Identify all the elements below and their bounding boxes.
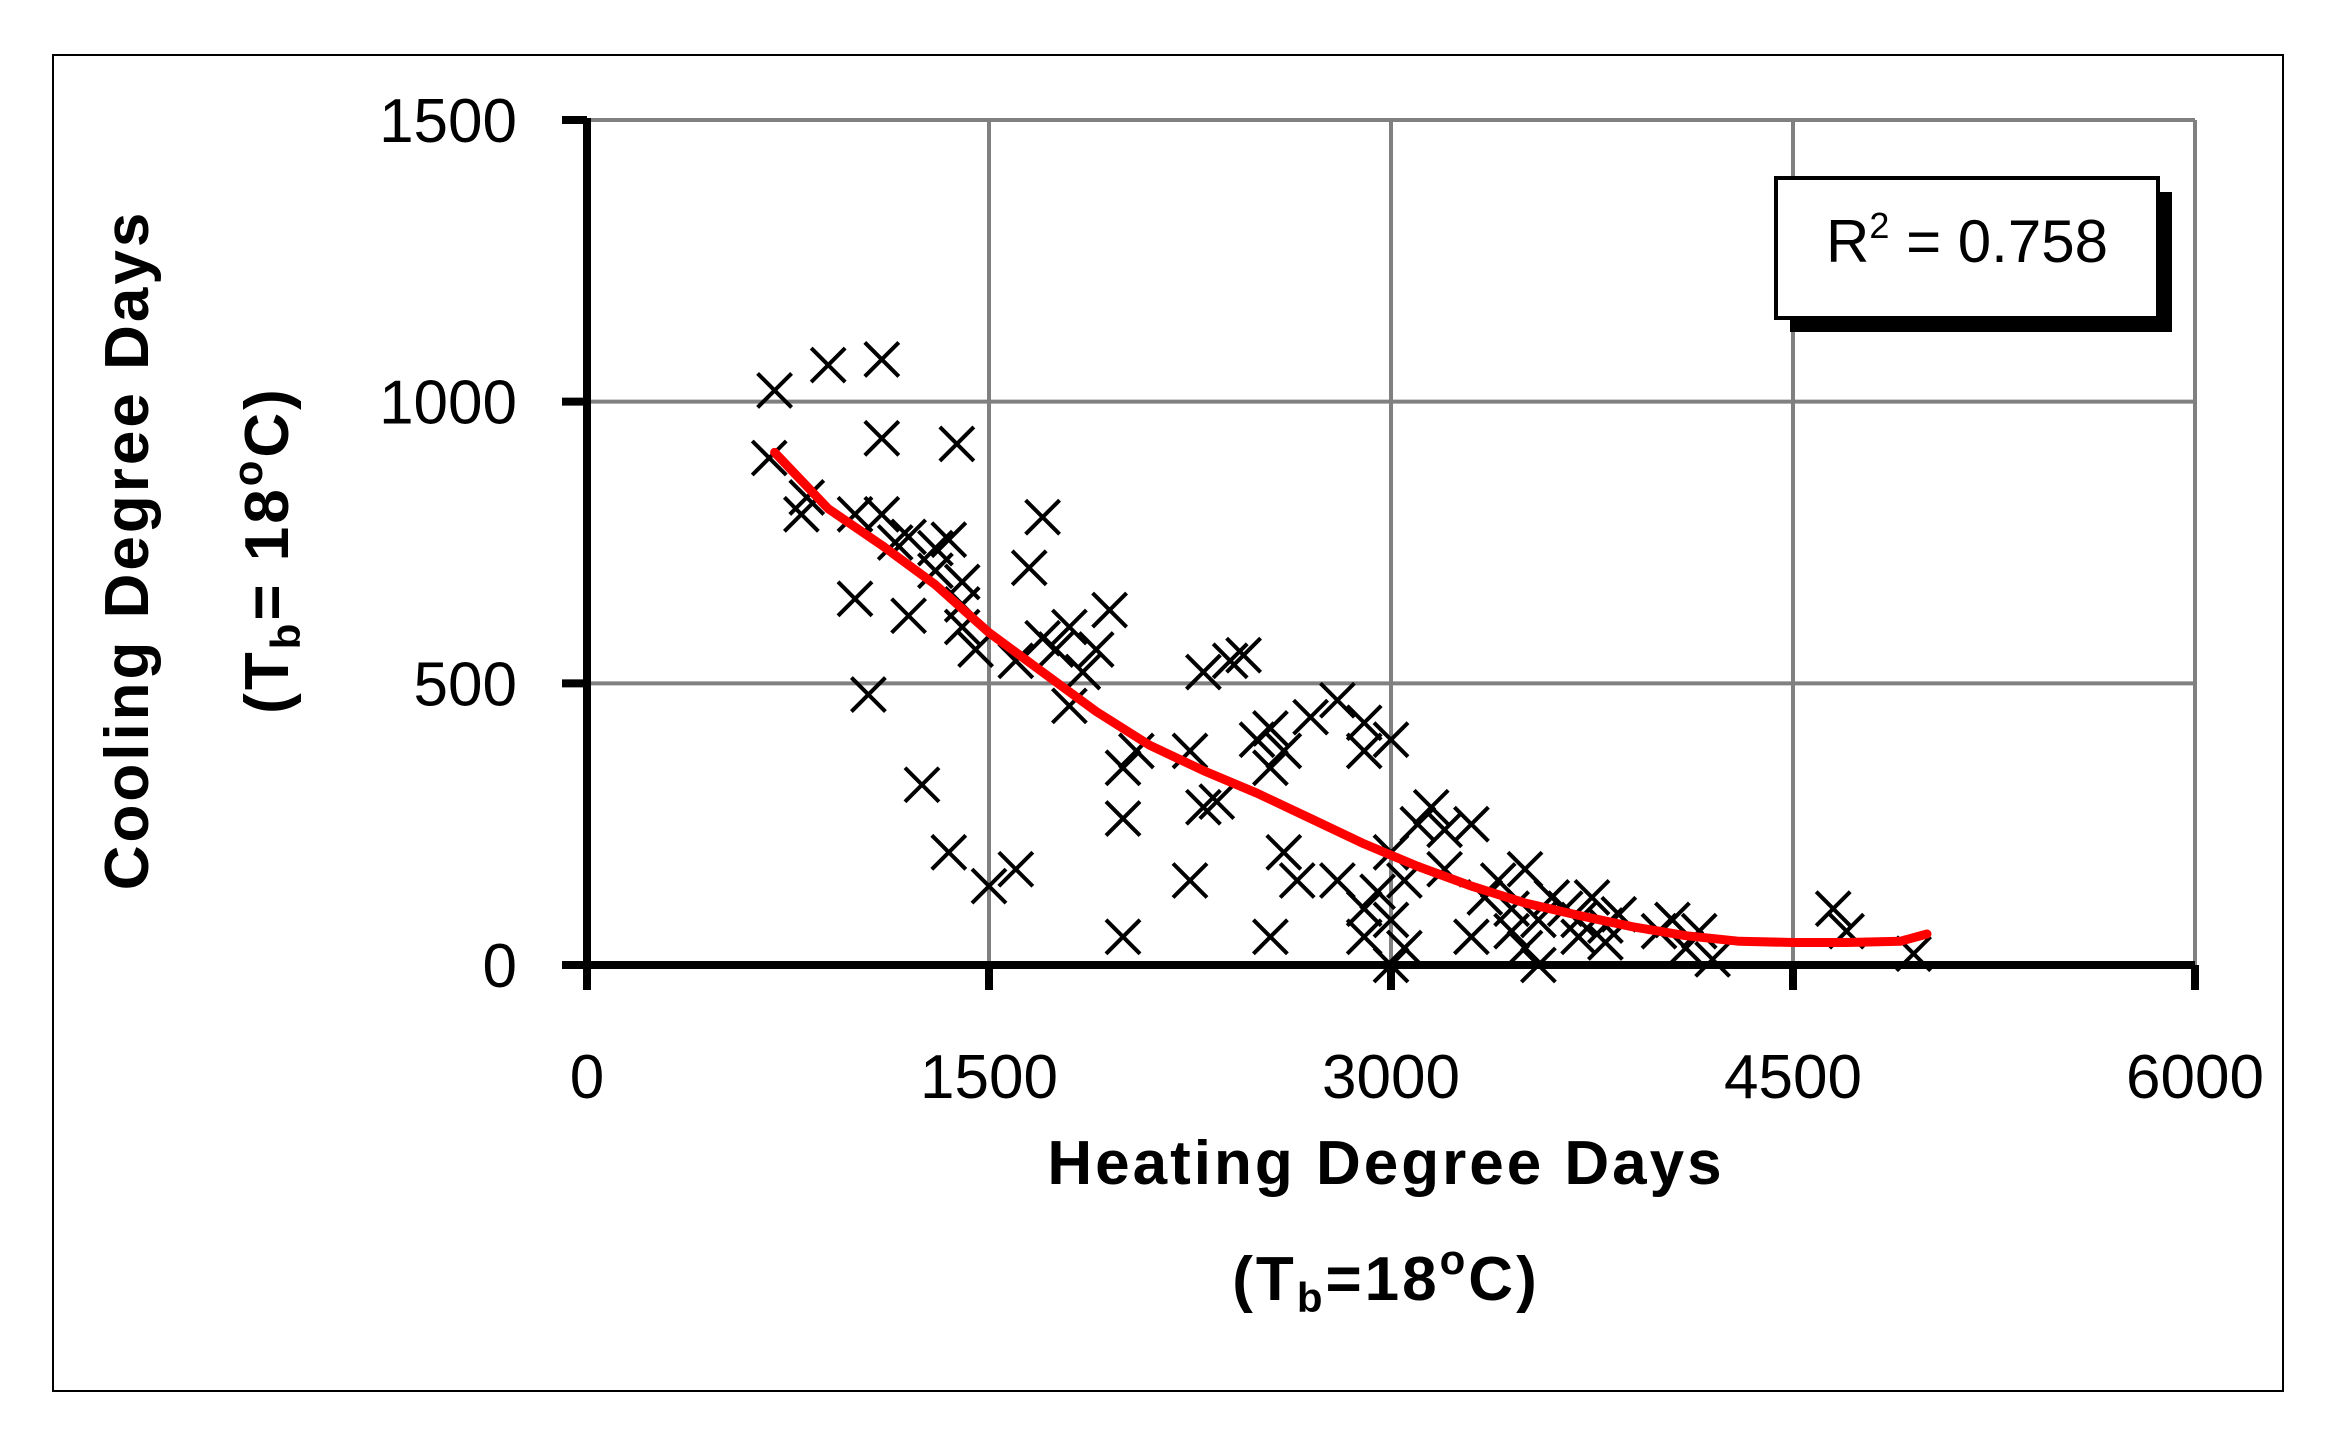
data-point bbox=[1345, 890, 1383, 928]
data-point bbox=[1251, 709, 1289, 747]
data-point bbox=[1506, 929, 1544, 967]
data-point bbox=[1265, 833, 1303, 871]
x-axis-title: Heating Degree Days bbox=[1047, 1129, 1724, 1198]
y-tick-label: 0 bbox=[483, 932, 517, 1001]
data-point bbox=[938, 425, 976, 463]
data-point bbox=[849, 676, 887, 714]
annotation-box bbox=[1774, 176, 2160, 320]
data-point bbox=[1265, 732, 1303, 770]
data-point bbox=[1198, 783, 1236, 821]
data-point bbox=[903, 766, 941, 804]
data-point bbox=[1064, 653, 1102, 691]
data-point bbox=[1010, 549, 1048, 587]
data-point bbox=[1050, 687, 1088, 725]
data-point bbox=[1519, 946, 1557, 984]
trend-line-group bbox=[770, 447, 1932, 947]
data-point bbox=[863, 495, 901, 533]
data-point bbox=[1694, 940, 1732, 978]
data-point bbox=[1024, 498, 1062, 536]
annotation-text: R2 = 0.758 bbox=[1826, 205, 2108, 275]
y-tick-label: 1000 bbox=[379, 369, 517, 438]
data-point bbox=[1680, 912, 1718, 950]
x-tick-label: 6000 bbox=[2126, 1043, 2264, 1112]
data-point bbox=[930, 833, 968, 871]
data-point bbox=[1452, 805, 1490, 843]
data-point bbox=[809, 346, 847, 384]
data-point bbox=[1251, 749, 1289, 787]
y-tick-label: 1500 bbox=[379, 87, 517, 156]
data-point bbox=[1345, 732, 1383, 770]
trend-line bbox=[770, 447, 1932, 947]
data-point bbox=[1184, 653, 1222, 691]
data-point bbox=[957, 631, 995, 668]
data-point bbox=[876, 524, 914, 561]
data-point bbox=[863, 341, 901, 378]
data-point bbox=[1318, 681, 1356, 719]
y-axis-subtitle: (Tb= 18oC) bbox=[224, 386, 309, 714]
x-tick-label: 3000 bbox=[1322, 1043, 1460, 1112]
data-point bbox=[1372, 946, 1410, 984]
data-point bbox=[863, 419, 901, 457]
data-point bbox=[1385, 929, 1423, 967]
data-point bbox=[1091, 591, 1129, 629]
data-point bbox=[1345, 704, 1383, 742]
data-point bbox=[1278, 862, 1316, 899]
data-point bbox=[1077, 631, 1115, 668]
r-squared-annotation: R2 = 0.758 bbox=[1774, 176, 2172, 332]
data-point bbox=[1184, 788, 1222, 826]
data-point bbox=[1225, 636, 1263, 674]
data-point bbox=[1372, 721, 1410, 759]
tick-labels: 0 1500 3000 4500 6000 0 500 1000 1500 bbox=[379, 87, 2264, 1112]
data-point bbox=[930, 521, 968, 559]
data-point bbox=[1171, 862, 1209, 899]
x-tick-label: 1500 bbox=[920, 1043, 1058, 1112]
data-point bbox=[750, 439, 788, 477]
data-point bbox=[1050, 608, 1088, 646]
y-axis-title: Cooling Degree Days bbox=[93, 210, 162, 891]
data-point bbox=[970, 867, 1008, 905]
data-point bbox=[1452, 918, 1490, 956]
data-point bbox=[1412, 788, 1450, 826]
data-point bbox=[1493, 912, 1531, 950]
data-point bbox=[756, 371, 794, 409]
data-point bbox=[1586, 924, 1624, 961]
data-point bbox=[1104, 749, 1142, 787]
data-point bbox=[1359, 873, 1397, 911]
data-point bbox=[890, 518, 928, 556]
data-point bbox=[1104, 800, 1142, 837]
data-point bbox=[1573, 878, 1611, 916]
data-point bbox=[1037, 631, 1075, 668]
y-tick-label: 500 bbox=[414, 650, 517, 719]
data-point bbox=[1372, 901, 1410, 939]
data-point bbox=[836, 580, 874, 618]
data-point bbox=[836, 495, 874, 533]
data-point bbox=[1292, 698, 1330, 736]
x-axis-subtitle: (Tb=18oC) bbox=[1232, 1236, 1539, 1321]
data-point bbox=[1251, 918, 1289, 956]
data-point bbox=[1104, 918, 1142, 956]
data-point bbox=[1814, 890, 1852, 928]
data-point bbox=[890, 597, 928, 635]
data-point bbox=[1211, 642, 1249, 680]
scatter-points bbox=[750, 341, 1933, 984]
x-tick-label: 4500 bbox=[1724, 1043, 1862, 1112]
data-point bbox=[997, 850, 1035, 888]
x-tick-label: 0 bbox=[570, 1043, 604, 1112]
data-point bbox=[788, 479, 826, 516]
